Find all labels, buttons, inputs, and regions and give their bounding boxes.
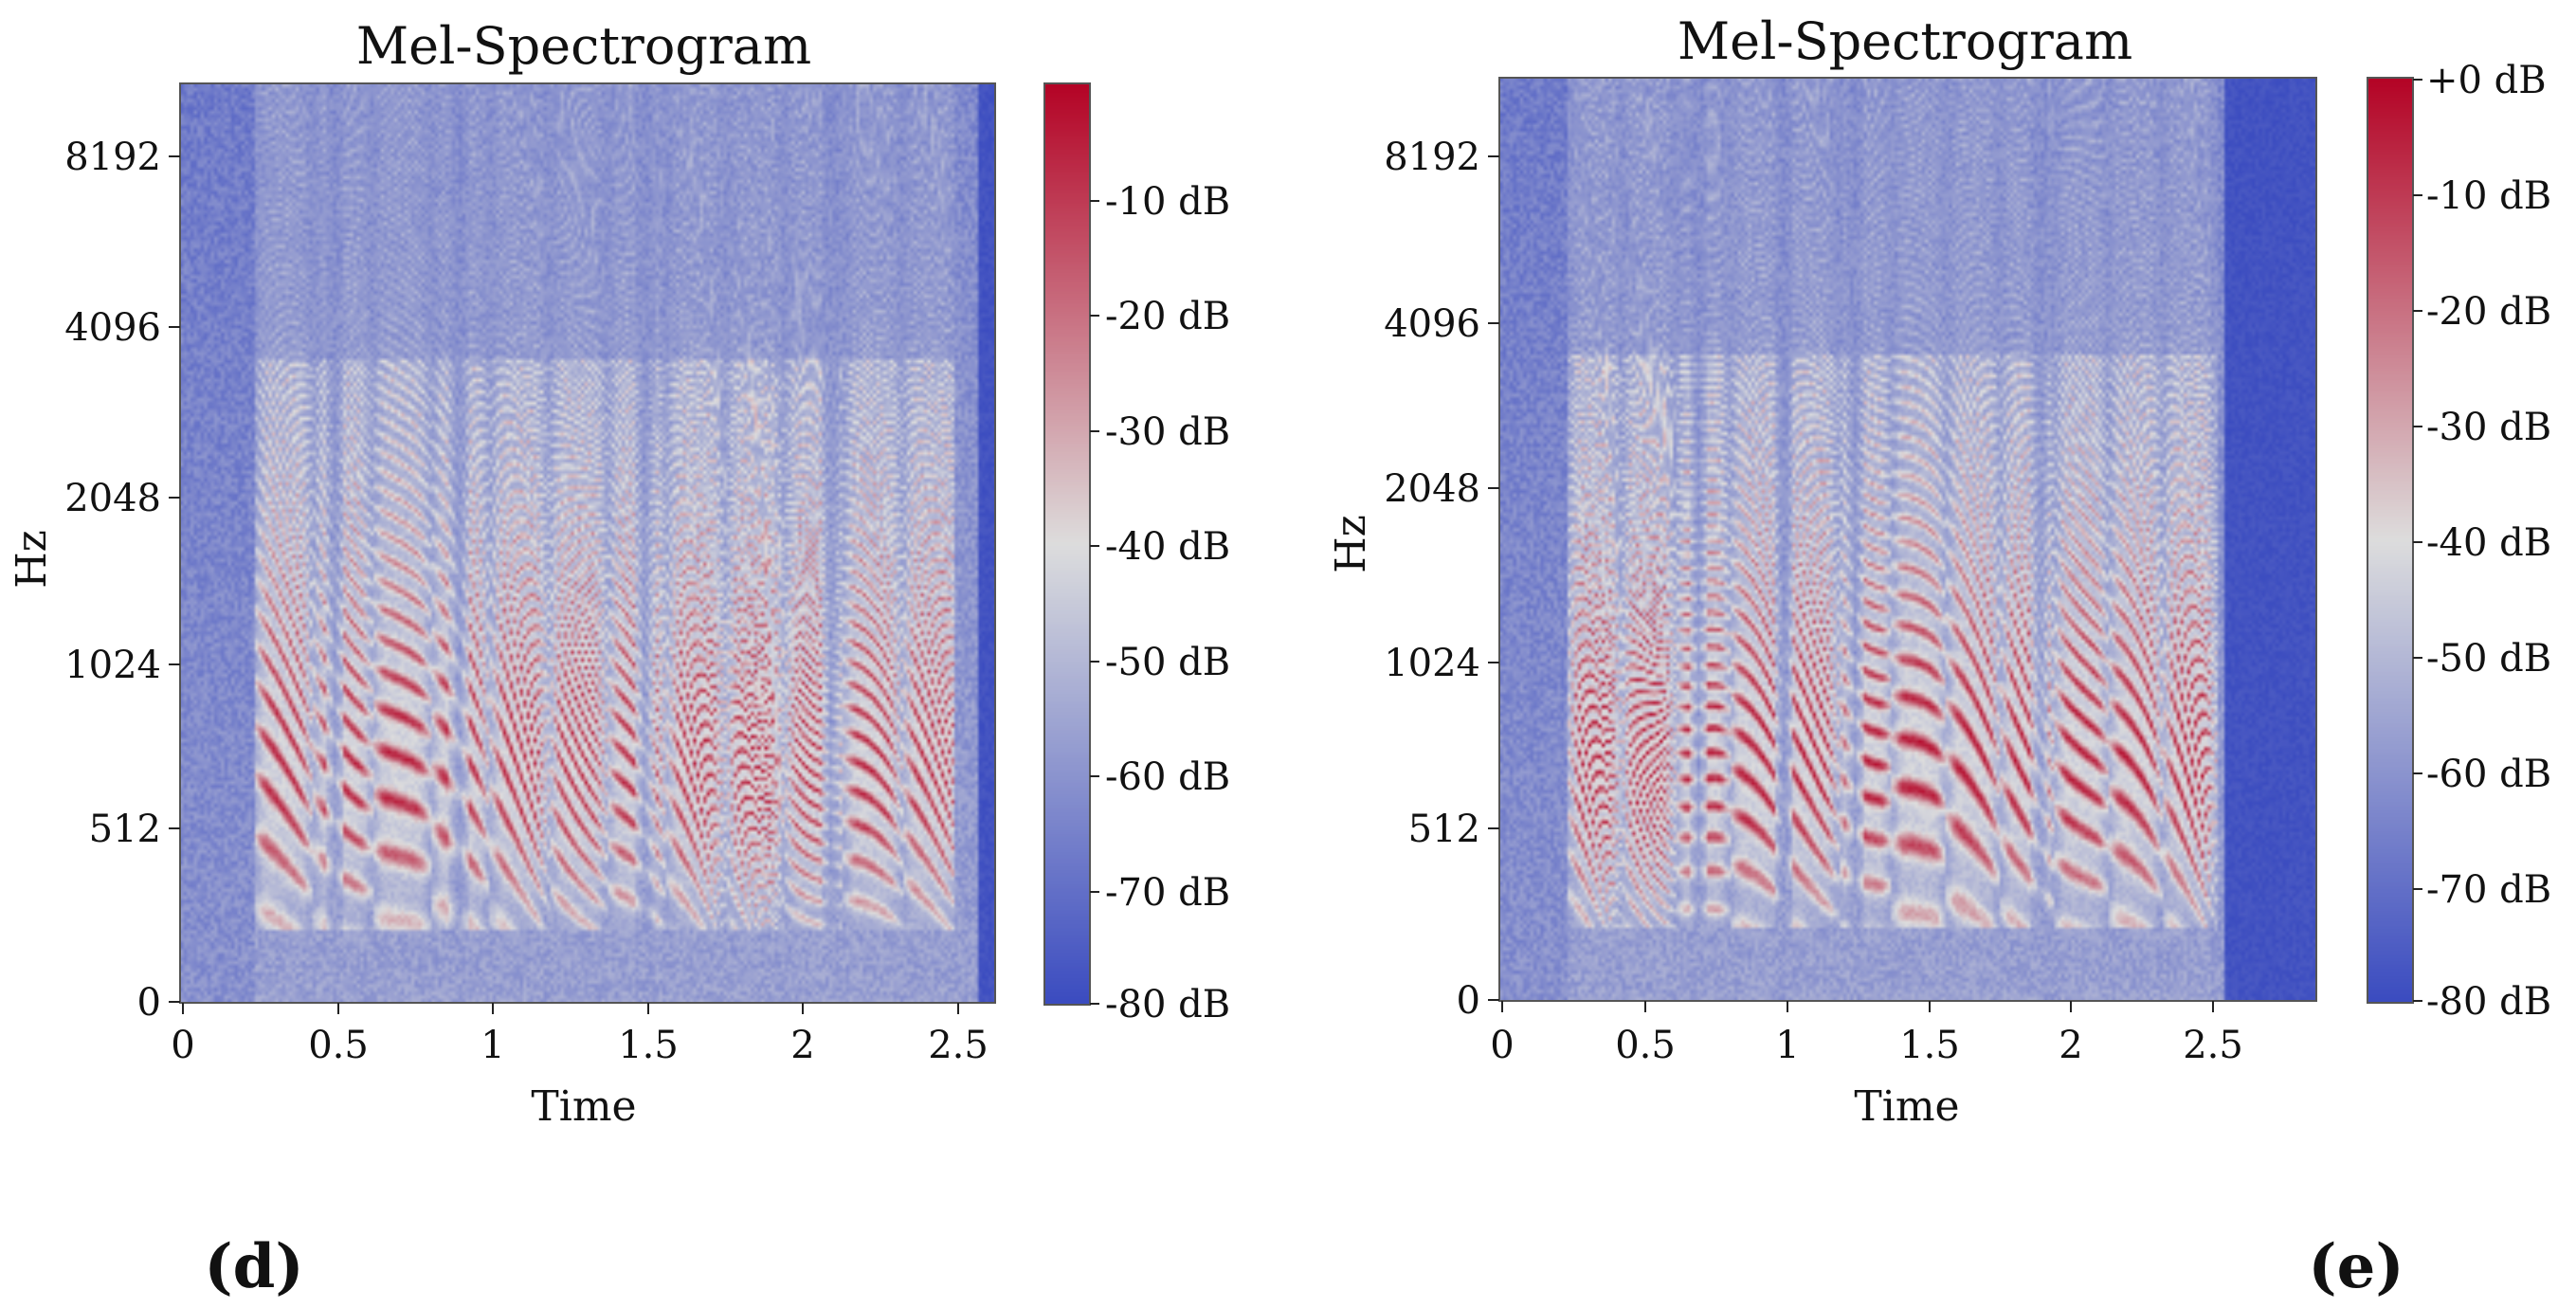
panel-e-xtick-label: 2 — [2059, 1024, 2082, 1067]
panel-e-ytick-label: 2048 — [1384, 467, 1480, 511]
panel-e-xtick-label: 0 — [1490, 1024, 1514, 1067]
panel-d-ytick-label: 8192 — [64, 136, 161, 179]
panel-d-plot-frame — [179, 82, 996, 1004]
panel-e-spectrogram-image — [1499, 78, 2316, 1001]
panel-d-ytick-label: 0 — [137, 981, 161, 1025]
panel-d: Mel-Spectrogram 0 512 1024 2048 4096 819… — [8, 16, 1230, 1302]
panel-d-xtick-label: 1.5 — [618, 1024, 679, 1067]
panel-d-cbar-label: -50 dB — [1105, 641, 1230, 684]
panel-e-cbar-label: -40 dB — [2426, 521, 2551, 565]
panel-d-cbar-label: -20 dB — [1105, 295, 1230, 338]
panel-d-colorbar-frame — [1043, 82, 1091, 1006]
panel-e-plot-frame — [1498, 77, 2317, 1002]
panel-e-colorbar: +0 dB -10 dB -20 dB -30 dB -40 dB -50 dB… — [2367, 59, 2551, 1024]
panel-e-xtick-label: 0.5 — [1615, 1024, 1676, 1067]
panel-d-xtick-label: 2 — [790, 1024, 814, 1067]
panel-e-cbar-label: +0 dB — [2426, 59, 2547, 102]
panel-d-ytick-label: 512 — [89, 808, 161, 851]
panel-d-ytick-label: 1024 — [64, 644, 161, 687]
panel-e-xtick-label: 1 — [1775, 1024, 1799, 1067]
panel-d-x-axis: 0 0.5 1 1.5 2 2.5 Time — [171, 1003, 989, 1131]
panel-d-label: (d) — [204, 1231, 303, 1302]
panel-e-cbar-label: -10 dB — [2426, 174, 2551, 218]
panel-d-cbar-label: -40 dB — [1105, 525, 1230, 569]
panel-d-xtick-label: 0 — [171, 1024, 194, 1067]
panel-e-y-axis: 0 512 1024 2048 4096 8192 Hz — [1327, 136, 1499, 1023]
panel-d-spectrogram-image — [180, 83, 995, 1003]
panel-d-y-axis: 0 512 1024 2048 4096 8192 Hz — [8, 136, 180, 1025]
panel-d-xtick-label: 1 — [481, 1024, 504, 1067]
panel-e-ytick-label: 8192 — [1384, 136, 1480, 179]
panel-e-x-axis: 0 0.5 1 1.5 2 2.5 Time — [1490, 1001, 2243, 1131]
panel-e-cbar-label: -50 dB — [2426, 637, 2551, 681]
panel-d-xlabel: Time — [531, 1082, 636, 1131]
panel-e-cbar-label: -70 dB — [2426, 868, 2551, 912]
panel-e-heatmap — [1498, 77, 2317, 1002]
panel-e-ylabel: Hz — [1327, 515, 1375, 573]
panel-d-colorbar-gradient — [1044, 83, 1090, 1005]
panel-d-cbar-label: -80 dB — [1105, 983, 1230, 1026]
panel-d-cbar-label: -70 dB — [1105, 871, 1230, 915]
panel-e-ytick-label: 4096 — [1384, 302, 1480, 346]
panel-d-colorbar: -10 dB -20 dB -30 dB -40 dB -50 dB -60 d… — [1043, 82, 1230, 1026]
panel-d-heatmap — [179, 82, 996, 1004]
panel-e-xtick-label: 2.5 — [2183, 1024, 2243, 1067]
panel-e-xlabel: Time — [1854, 1082, 1959, 1131]
panel-e-colorbar-frame — [2367, 77, 2414, 1004]
panel-d-cbar-label: -10 dB — [1105, 180, 1230, 224]
panel-d-cbar-label: -30 dB — [1105, 410, 1230, 454]
panel-e: Mel-Spectrogram 0 512 1024 2048 4096 819… — [1327, 11, 2551, 1302]
panel-d-title: Mel-Spectrogram — [356, 16, 811, 76]
panel-e-cbar-label: -20 dB — [2426, 290, 2551, 334]
panel-e-cbar-label: -80 dB — [2426, 980, 2551, 1024]
panel-d-cbar-label: -60 dB — [1105, 755, 1230, 799]
panel-d-ylabel: Hz — [8, 530, 56, 589]
panel-d-ytick-label: 2048 — [64, 477, 161, 520]
panel-e-colorbar-gradient — [2367, 78, 2413, 1003]
panel-d-xtick-label: 0.5 — [308, 1024, 369, 1067]
panel-e-label: (e) — [2308, 1231, 2404, 1302]
panel-e-title: Mel-Spectrogram — [1678, 11, 2132, 71]
panel-e-ytick-label: 1024 — [1384, 642, 1480, 685]
panel-e-ytick-label: 0 — [1457, 979, 1480, 1023]
panel-d-xtick-label: 2.5 — [928, 1024, 989, 1067]
panel-e-xtick-label: 1.5 — [1899, 1024, 1960, 1067]
panel-e-cbar-label: -60 dB — [2426, 753, 2551, 796]
panel-e-ytick-label: 512 — [1408, 808, 1480, 851]
panel-d-ytick-label: 4096 — [64, 306, 161, 350]
panel-e-cbar-label: -30 dB — [2426, 406, 2551, 449]
